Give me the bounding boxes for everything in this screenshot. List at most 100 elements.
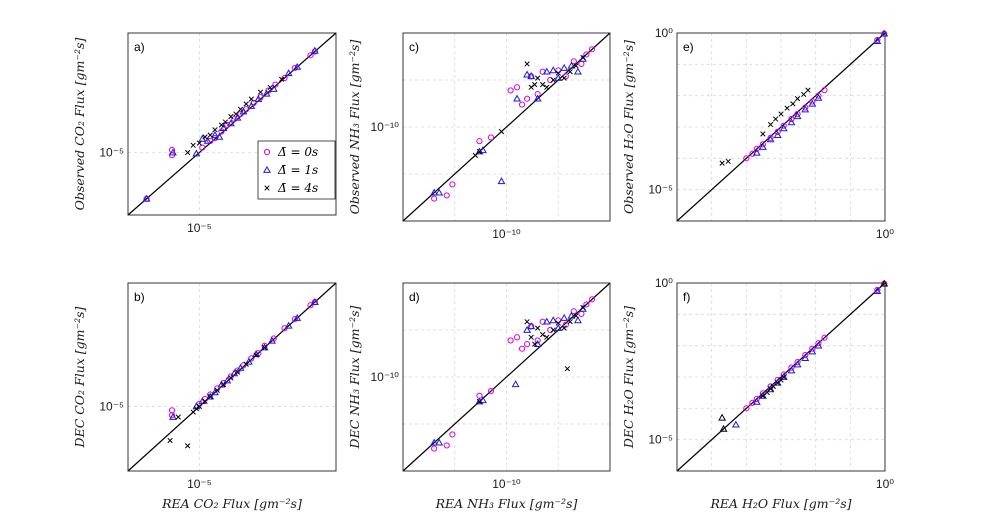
data-point-cross: [257, 89, 264, 95]
data-point-circle: [307, 302, 314, 309]
data-point-triangle: [236, 363, 245, 371]
data-point-triangle: [206, 392, 215, 400]
data-point-cross: [184, 149, 191, 156]
data-point-triangle: [801, 105, 810, 113]
data-point-circle: [476, 138, 483, 145]
data-point-circle: [272, 81, 279, 88]
data-point-triangle: [814, 341, 823, 349]
data-point-cross: [528, 84, 534, 90]
data-point-triangle: [203, 136, 212, 144]
data-point-cross: [214, 387, 220, 394]
one-to-one-line: [402, 32, 611, 222]
data-point-triangle: [219, 124, 228, 131]
data-point-cross: [772, 116, 779, 122]
data-point-cross: [540, 331, 546, 338]
axes-frame: [402, 282, 611, 472]
data-point-triangle: [779, 124, 788, 132]
data-point-triangle: [527, 322, 536, 330]
data-point-triangle: [435, 438, 444, 446]
data-point-cross: [524, 319, 530, 325]
data-point-circle: [518, 101, 526, 108]
axes-frame: [127, 32, 337, 216]
data-point-triangle: [284, 321, 293, 329]
data-point-circle: [562, 321, 569, 328]
data-point-triangle: [430, 188, 439, 196]
data-point-triangle: [168, 148, 177, 156]
data-point-triangle: [215, 132, 224, 140]
panel-e: e) 10⁰ 10⁰ 10⁻⁵ Observed H₂O Flux [gm⁻²s]: [621, 26, 894, 241]
data-point-triangle: [142, 194, 151, 202]
data-point-circle: [753, 395, 760, 403]
y-axis-label: DEC NH₃ Flux [gm⁻²s]: [347, 305, 362, 449]
panel-label: f): [683, 290, 690, 304]
data-point-triangle: [435, 188, 444, 196]
data-point-triangle: [719, 424, 728, 432]
data-point-circle: [809, 98, 816, 105]
data-point-cross: [550, 77, 556, 83]
data-point-triangle: [533, 340, 542, 347]
data-point-triangle: [542, 317, 551, 325]
data-point-circle: [780, 122, 787, 129]
data-point-triangle: [233, 113, 242, 121]
data-point-triangle: [801, 354, 810, 361]
data-point-triangle: [718, 413, 727, 421]
data-point-triangle: [880, 279, 889, 287]
legend-marker-triangle: [263, 165, 271, 173]
axes-frame: [402, 32, 611, 222]
data-point-triangle: [284, 69, 293, 77]
data-point-triangle: [513, 94, 522, 102]
data-point-circle: [583, 51, 590, 58]
data-point-cross: [580, 54, 586, 61]
data-point-circle: [513, 84, 521, 91]
one-to-one-line: [127, 32, 337, 216]
data-point-cross: [580, 304, 586, 311]
data-point-circle: [443, 442, 450, 449]
data-point-cross: [196, 403, 203, 410]
data-point-cross: [228, 113, 234, 120]
data-point-triangle: [567, 311, 576, 319]
y-axis-label: Observed NH₃ Flux [gm⁻²s]: [347, 40, 362, 215]
data-point-cross: [190, 142, 196, 148]
data-point-cross: [555, 70, 561, 76]
data-point-triangle: [873, 37, 882, 44]
y-tick-label: 10⁻⁵: [99, 399, 124, 413]
data-point-cross: [237, 106, 244, 112]
data-point-cross: [184, 443, 191, 449]
data-point-cross: [222, 119, 229, 125]
data-point-cross: [800, 91, 807, 98]
data-point-circle: [231, 116, 238, 123]
data-point-cross: [193, 405, 200, 412]
data-point-cross: [233, 111, 239, 117]
data-point-triangle: [779, 372, 788, 380]
data-point-circle: [261, 342, 268, 349]
data-point-triangle: [268, 336, 276, 344]
x-tick-label: 10⁻¹⁰: [492, 227, 521, 241]
data-point-cross: [218, 122, 225, 128]
y-axis-label: DEC H₂O Flux [gm⁻²s]: [621, 306, 636, 449]
one-to-one-line: [676, 282, 886, 472]
data-point-circle: [534, 91, 541, 98]
data-point-cross: [535, 325, 541, 331]
data-point-cross: [228, 375, 234, 381]
data-point-triangle: [573, 67, 582, 75]
data-point-cross: [207, 132, 213, 138]
data-point-triangle: [787, 366, 796, 374]
data-point-triangle: [560, 313, 569, 321]
data-point-circle: [794, 358, 801, 366]
data-point-circle: [809, 345, 816, 352]
panel-label: a): [134, 40, 145, 54]
data-point-triangle: [293, 313, 302, 321]
data-point-circle: [449, 181, 456, 188]
data-point-cross: [544, 84, 550, 90]
data-point-cross: [476, 398, 483, 405]
data-point-triangle: [752, 148, 761, 156]
data-point-cross: [261, 344, 268, 351]
data-point-cross: [220, 382, 227, 388]
data-point-cross: [573, 63, 579, 69]
data-point-circle: [821, 334, 828, 341]
data-point-triangle: [523, 70, 532, 78]
data-point-cross: [528, 334, 534, 340]
data-point-circle: [199, 144, 206, 151]
data-point-circle: [802, 104, 809, 111]
data-point-cross: [532, 341, 538, 347]
